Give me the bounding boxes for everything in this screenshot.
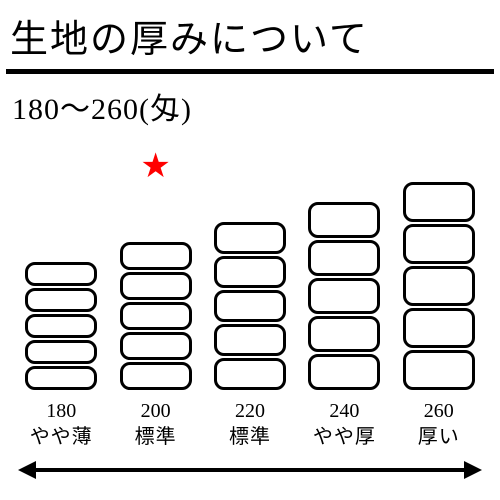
stack-pill [25, 262, 97, 286]
stack-value: 200 [117, 398, 195, 424]
stack-pill [120, 362, 192, 390]
stack-value: 220 [211, 398, 289, 424]
stack-pill [120, 242, 192, 270]
stack-pill [214, 358, 286, 390]
thickness-stack [400, 182, 478, 390]
stack-pill [308, 354, 380, 390]
stack-caption: やや厚 [305, 424, 383, 450]
stack-pill [214, 324, 286, 356]
thickness-chart: ★ 180やや薄200標準220標準240やや厚260厚い [0, 120, 500, 500]
stack-pill [403, 182, 475, 222]
thickness-stack [117, 242, 195, 390]
stack-row [0, 170, 500, 390]
stack-pill [120, 272, 192, 300]
stack-pill [403, 224, 475, 264]
stack-pill [214, 256, 286, 288]
stack-pill [403, 266, 475, 306]
stack-pill [25, 366, 97, 390]
label-row: 180やや薄200標準220標準240やや厚260厚い [0, 398, 500, 450]
thickness-stack [22, 262, 100, 390]
stack-caption: 標準 [117, 424, 195, 450]
stack-caption: 標準 [211, 424, 289, 450]
stack-label: 260厚い [400, 398, 478, 450]
stack-pill [120, 302, 192, 330]
thickness-stack [305, 202, 383, 390]
stack-pill [25, 340, 97, 364]
stack-caption: やや薄 [22, 424, 100, 450]
page-title: 生地の厚みについて [0, 0, 500, 69]
stack-pill [25, 288, 97, 312]
stack-label: 240やや厚 [305, 398, 383, 450]
thickness-stack [211, 222, 289, 390]
stack-pill [403, 350, 475, 390]
stack-pill [308, 278, 380, 314]
range-arrow [18, 458, 482, 482]
stack-pill [214, 222, 286, 254]
stack-pill [308, 316, 380, 352]
stack-label: 220標準 [211, 398, 289, 450]
stack-pill [308, 202, 380, 238]
stack-pill [214, 290, 286, 322]
stack-caption: 厚い [400, 424, 478, 450]
stack-label: 180やや薄 [22, 398, 100, 450]
stack-value: 240 [305, 398, 383, 424]
stack-pill [25, 314, 97, 338]
stack-label: 200標準 [117, 398, 195, 450]
stack-pill [120, 332, 192, 360]
stack-pill [308, 240, 380, 276]
stack-value: 260 [400, 398, 478, 424]
stack-pill [403, 308, 475, 348]
stack-value: 180 [22, 398, 100, 424]
